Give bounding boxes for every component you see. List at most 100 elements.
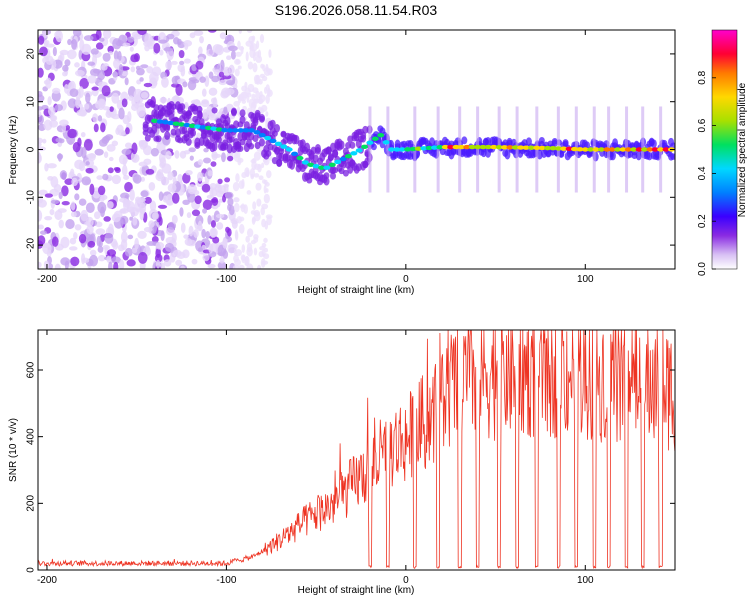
snr-ytick-label: 0	[26, 567, 37, 573]
spectrogram-cell	[238, 180, 245, 189]
spectrogram-cell	[80, 209, 89, 222]
spectrogram-cell	[167, 171, 174, 181]
spectrogram-cell	[137, 251, 148, 264]
spectrogram-core-cell	[194, 124, 202, 129]
colorbar-tick-label: 0.4	[697, 166, 708, 180]
spectrogram-cell	[59, 119, 69, 127]
spectrogram-core-cell	[285, 147, 293, 152]
spectrogram-cell	[253, 234, 259, 240]
spectrogram-cell	[187, 184, 198, 195]
spectrogram-core-cell	[662, 147, 670, 152]
spectrogram-cell	[128, 95, 134, 101]
spectrogram-cell	[184, 42, 189, 51]
spectrogram-cell	[244, 255, 250, 266]
spectrogram-cell	[109, 106, 114, 112]
spectrogram-cell	[57, 153, 62, 162]
spectrogram-cell	[87, 75, 97, 84]
spectrogram-cell	[144, 134, 151, 142]
spectrogram-cell	[93, 123, 99, 133]
spectrogram-cell	[182, 172, 191, 184]
spectrogram-cell	[124, 77, 129, 86]
spectrogram-cell	[182, 199, 190, 206]
spectrogram-core-cell	[231, 128, 239, 133]
spectrogram-cell	[195, 60, 204, 70]
spectrogram-cell	[67, 98, 78, 109]
spectrogram-cell	[201, 183, 211, 193]
spectrogram-cell	[91, 86, 99, 91]
spectrogram-cell	[114, 167, 121, 173]
spectrogram-cell	[223, 184, 229, 194]
spectrogram-cell	[233, 197, 240, 203]
spectrogram-cell	[198, 118, 205, 127]
spectrogram-cell	[235, 173, 240, 183]
spectrogram-cell	[38, 209, 43, 222]
spectrogram-core-cell	[161, 120, 169, 125]
spectrogram-core-cell	[436, 145, 444, 150]
spectrogram-cell	[255, 51, 260, 57]
spectrogram-cell	[166, 33, 175, 40]
spectrogram-core-cell	[334, 159, 342, 165]
spectrogram-cell	[196, 110, 203, 120]
spectrogram-cell	[113, 58, 121, 69]
spectrogram-cell	[79, 39, 85, 52]
spectrogram-xtick-label: 0	[403, 274, 409, 285]
spectrogram-cell	[264, 182, 270, 187]
spectrogram-core-cell	[468, 144, 476, 150]
spectrogram-cell	[78, 86, 84, 98]
spectrogram-cell	[139, 77, 144, 82]
spectrogram-cell	[225, 226, 230, 233]
spectrogram-cell	[208, 87, 218, 96]
colorbar: 0.0 0.2 0.4 0.6 0.8 Normalized spectral ampl…	[697, 29, 748, 276]
spectrogram-cell	[38, 114, 44, 125]
spectrogram-cell	[223, 106, 228, 114]
spectrogram-cell	[314, 147, 321, 155]
spectrogram-streak	[515, 106, 519, 193]
spectrogram-cell	[78, 198, 87, 206]
spectrogram-cell	[52, 46, 57, 57]
spectrogram-core-cell	[258, 132, 266, 138]
spectrogram-cell	[126, 259, 136, 267]
spectrogram-core-cell	[242, 128, 250, 133]
spectrogram-cell	[237, 145, 244, 152]
spectrogram-cell	[63, 83, 69, 94]
spectrogram-cell	[69, 246, 78, 251]
spectrogram-cell	[38, 235, 46, 246]
spectrogram-cell	[179, 60, 185, 65]
spectrogram-cell	[244, 87, 251, 96]
spectrogram-streak	[368, 106, 372, 193]
spectrogram-cell	[152, 60, 157, 67]
spectrogram-cell	[186, 212, 192, 219]
spectrogram-cell	[59, 49, 69, 56]
spectrogram-cell	[118, 64, 124, 76]
spectrogram-cell	[224, 177, 231, 183]
spectrogram-core-cell	[188, 123, 196, 129]
spectrogram-cell	[70, 211, 77, 218]
spectrogram-core-cell	[565, 146, 573, 152]
spectrogram-core-cell	[441, 144, 449, 150]
spectrogram-core-cell	[474, 144, 482, 150]
spectrogram-xlabel: Height of straight line (km)	[298, 285, 415, 296]
spectrogram-cell	[121, 148, 132, 155]
spectrogram-cell	[269, 119, 276, 128]
spectrogram-core-cell	[490, 144, 498, 150]
spectrogram-core-cell	[307, 162, 315, 167]
spectrogram-cell	[112, 38, 122, 50]
spectrogram-cell	[228, 136, 235, 143]
spectrogram-cell	[200, 100, 210, 108]
spectrogram-cell	[123, 201, 131, 208]
colorbar-tick-label: 0.0	[697, 262, 708, 276]
spectrogram-cell	[121, 164, 128, 177]
spectrogram-cell	[155, 135, 162, 143]
snr-ylabel: SNR (10 * v/v)	[8, 418, 19, 482]
spectrogram-cell	[263, 193, 270, 204]
spectrogram-cell	[485, 137, 492, 146]
spectrogram-cell	[179, 103, 186, 111]
spectrogram-cell	[140, 91, 149, 99]
spectrogram-cell	[111, 92, 120, 104]
spectrogram-core-cell	[296, 155, 304, 161]
spectrogram-cell	[249, 168, 255, 178]
spectrogram-cell	[182, 249, 190, 259]
spectrogram-cell	[112, 71, 119, 78]
spectrogram-core-cell	[318, 165, 326, 170]
spectrogram-cell	[236, 105, 241, 116]
